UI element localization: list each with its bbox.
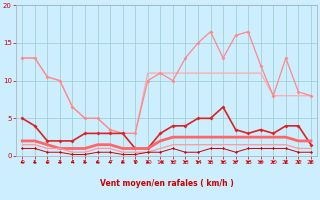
X-axis label: Vent moyen/en rafales ( km/h ): Vent moyen/en rafales ( km/h )	[100, 179, 234, 188]
